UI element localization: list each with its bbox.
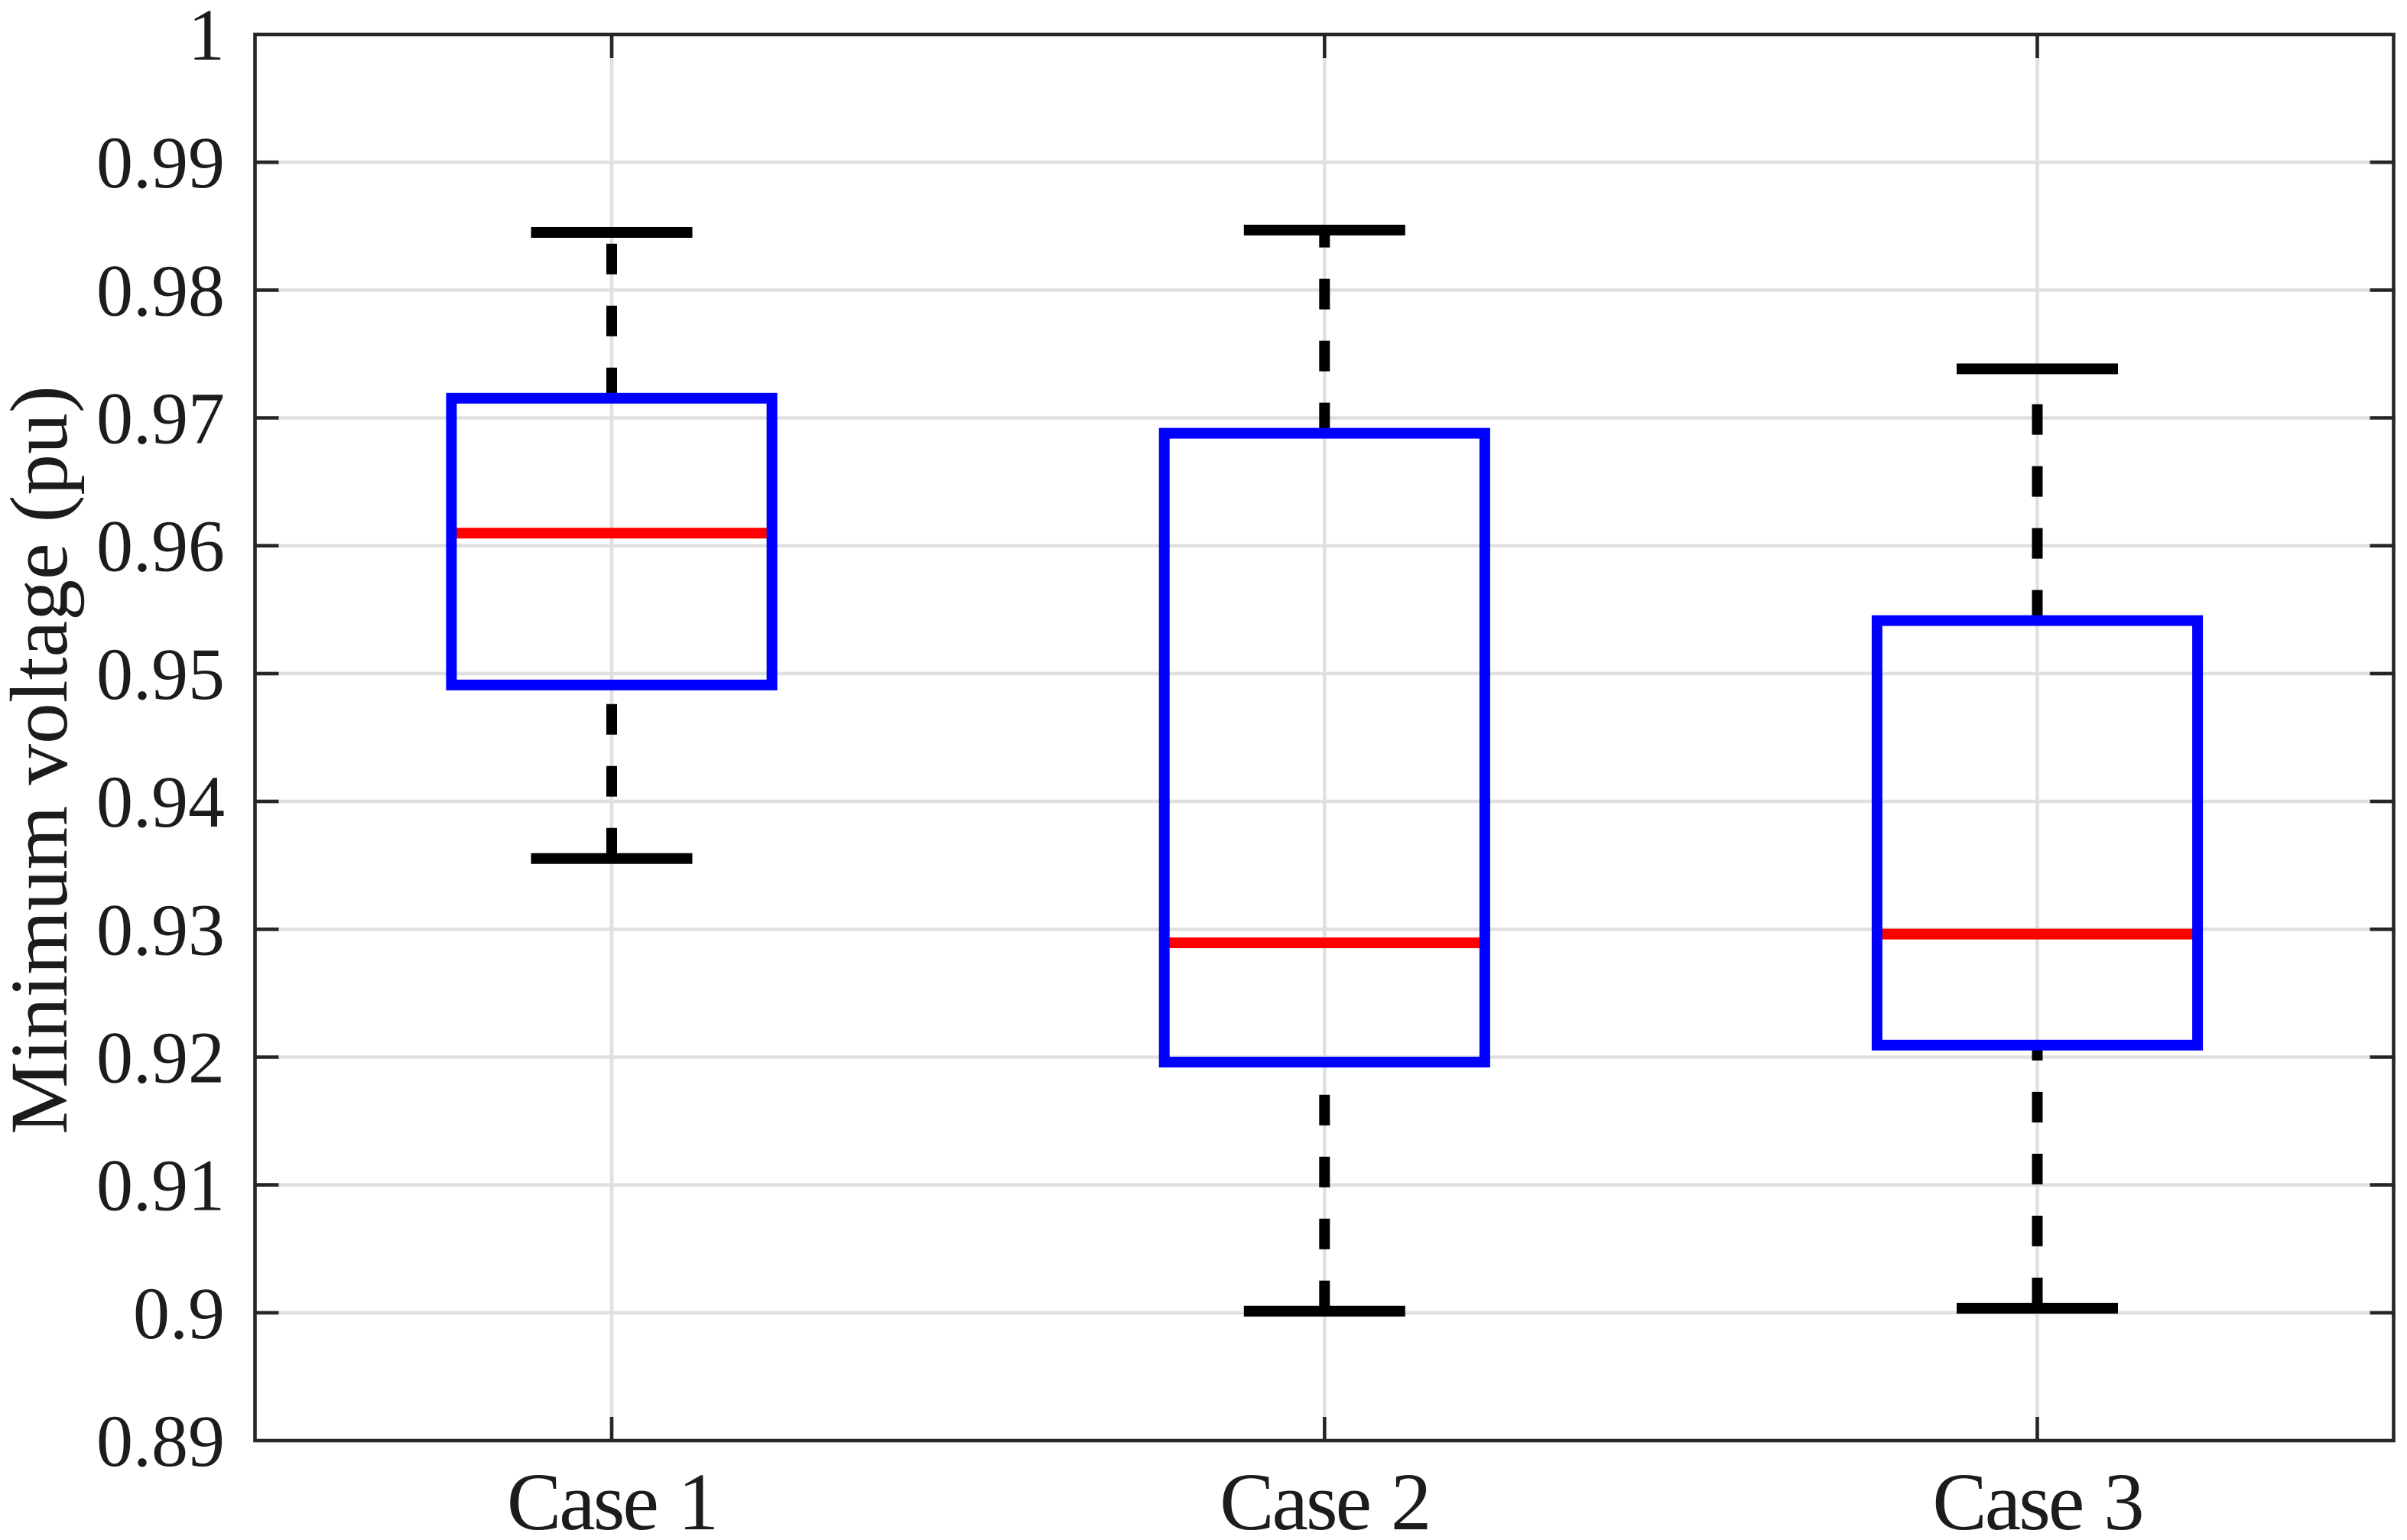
svg-text:0.89: 0.89 (96, 1400, 225, 1482)
svg-text:0.94: 0.94 (96, 761, 225, 843)
svg-text:0.97: 0.97 (96, 378, 225, 460)
svg-text:Minimum voltage (pu): Minimum voltage (pu) (0, 385, 85, 1134)
svg-text:0.96: 0.96 (96, 505, 225, 587)
svg-text:0.99: 0.99 (96, 122, 225, 203)
svg-text:Case 3: Case 3 (1932, 1457, 2142, 1540)
svg-text:0.9: 0.9 (133, 1272, 225, 1354)
svg-text:0.93: 0.93 (96, 889, 225, 970)
svg-text:0.92: 0.92 (96, 1017, 225, 1099)
svg-text:Case 1: Case 1 (507, 1457, 716, 1540)
svg-text:0.98: 0.98 (96, 249, 225, 331)
svg-text:1: 1 (188, 0, 225, 76)
svg-text:0.91: 0.91 (96, 1145, 225, 1226)
svg-text:0.95: 0.95 (96, 633, 225, 715)
svg-text:Case 2: Case 2 (1220, 1457, 1429, 1540)
